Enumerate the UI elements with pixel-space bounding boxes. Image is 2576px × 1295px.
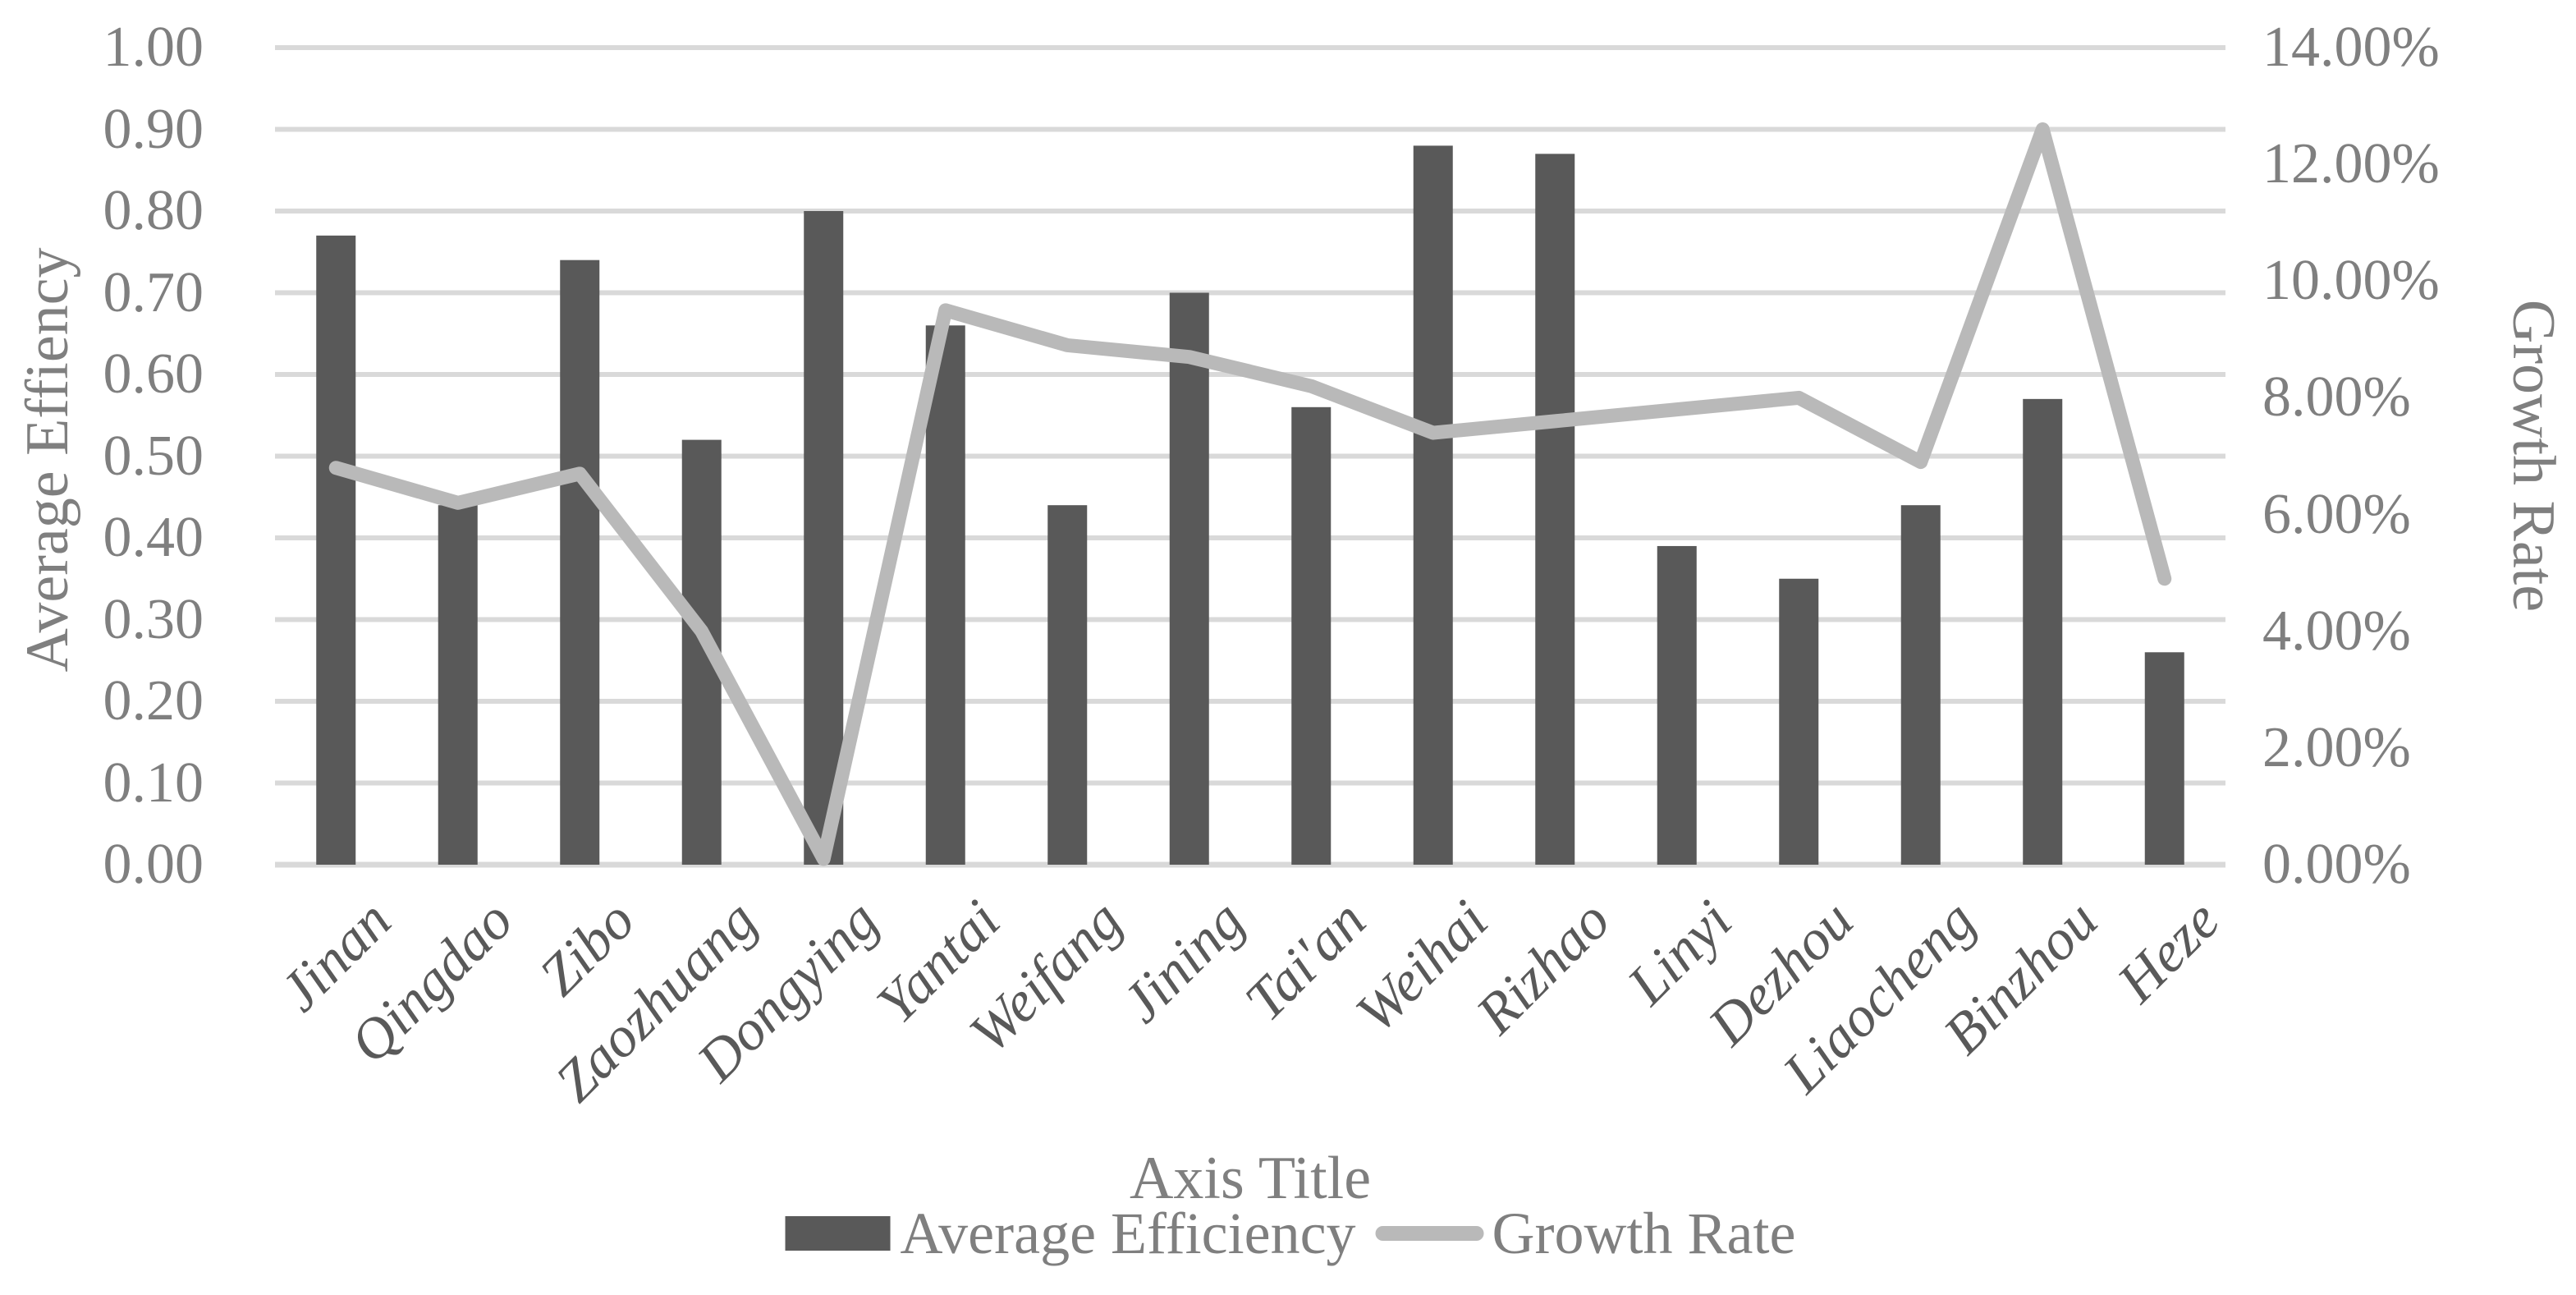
right-axis-tick: 4.00% bbox=[2262, 599, 2411, 663]
left-axis-title: Average Effiency bbox=[14, 247, 81, 673]
right-axis-tick: 0.00% bbox=[2262, 833, 2411, 896]
bar-rizhao bbox=[1535, 154, 1575, 866]
bar-dezhou bbox=[1779, 578, 1819, 865]
bar-zibo bbox=[560, 259, 600, 865]
left-axis-tick: 0.10 bbox=[103, 751, 204, 815]
right-axis-title: Growth Rate bbox=[2500, 299, 2567, 613]
bar-yantai bbox=[925, 325, 965, 865]
bar-weifang bbox=[1047, 505, 1088, 865]
right-axis-tick: 6.00% bbox=[2262, 482, 2411, 546]
left-axis-tick: 0.80 bbox=[103, 179, 204, 242]
bar-heze bbox=[2144, 652, 2184, 865]
legend-bar-swatch-icon bbox=[785, 1216, 891, 1251]
legend-line-swatch-icon bbox=[1375, 1226, 1484, 1241]
legend-label-average-efficiency: Average Efficiency bbox=[900, 1201, 1356, 1266]
bar-taian bbox=[1291, 406, 1332, 865]
growth-rate-line bbox=[328, 122, 2172, 866]
bar-qingdao bbox=[438, 505, 478, 865]
left-axis-tick: 0.90 bbox=[103, 97, 204, 161]
bar-liaocheng bbox=[1900, 505, 1941, 865]
bar-weihai bbox=[1413, 145, 1453, 865]
left-axis-tick: 0.70 bbox=[103, 260, 204, 324]
left-axis-tick: 0.60 bbox=[103, 342, 204, 406]
right-axis-tick: 14.00% bbox=[2262, 16, 2440, 79]
right-axis-tick: 10.00% bbox=[2262, 249, 2440, 313]
legend-label-growth-rate: Growth Rate bbox=[1492, 1201, 1796, 1266]
left-axis-tick: 0.40 bbox=[103, 506, 204, 569]
left-axis-tick: 0.20 bbox=[103, 669, 204, 732]
right-axis-tick: 2.00% bbox=[2262, 715, 2411, 779]
left-axis-tick: 0.30 bbox=[103, 587, 204, 651]
bar-dongying bbox=[804, 211, 844, 865]
left-axis-tick: 0.50 bbox=[103, 424, 204, 488]
right-axis-tick: 8.00% bbox=[2262, 365, 2411, 429]
legend: Average Efficiency Growth Rate bbox=[785, 1201, 1796, 1266]
x-axis-title: Axis Title bbox=[1129, 1145, 1372, 1212]
right-axis-tick: 12.00% bbox=[2262, 132, 2440, 196]
bar-jinan bbox=[316, 235, 356, 866]
bar-binzhou bbox=[2023, 398, 2063, 866]
left-axis-tick: 0.00 bbox=[103, 833, 204, 896]
left-axis-tick: 1.00 bbox=[103, 16, 204, 79]
bar-linyi bbox=[1657, 545, 1697, 865]
bar-jining bbox=[1169, 292, 1209, 865]
